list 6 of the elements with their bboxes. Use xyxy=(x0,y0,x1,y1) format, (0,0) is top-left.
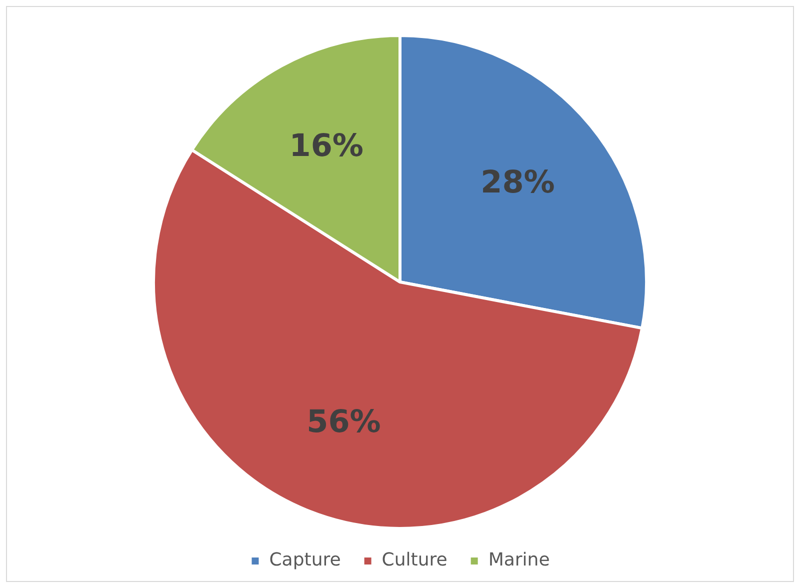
data-label: 56% xyxy=(306,404,381,440)
legend-label: Capture xyxy=(269,550,341,571)
legend-label: Culture xyxy=(382,550,448,571)
data-label: 28% xyxy=(480,164,555,201)
legend-label: Marine xyxy=(488,550,550,571)
data-label: 16% xyxy=(289,128,364,164)
